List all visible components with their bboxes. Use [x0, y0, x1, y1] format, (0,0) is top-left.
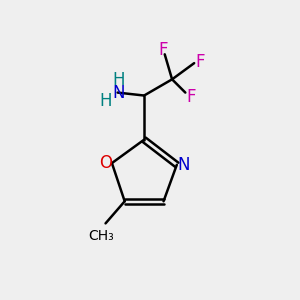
Text: F: F: [158, 41, 168, 59]
Text: H: H: [99, 92, 112, 110]
Text: H: H: [113, 71, 125, 89]
Text: O: O: [99, 154, 112, 172]
Text: N: N: [113, 84, 125, 102]
Text: N: N: [177, 156, 190, 174]
Text: F: F: [187, 88, 196, 106]
Text: F: F: [195, 53, 205, 71]
Text: CH₃: CH₃: [88, 229, 114, 243]
